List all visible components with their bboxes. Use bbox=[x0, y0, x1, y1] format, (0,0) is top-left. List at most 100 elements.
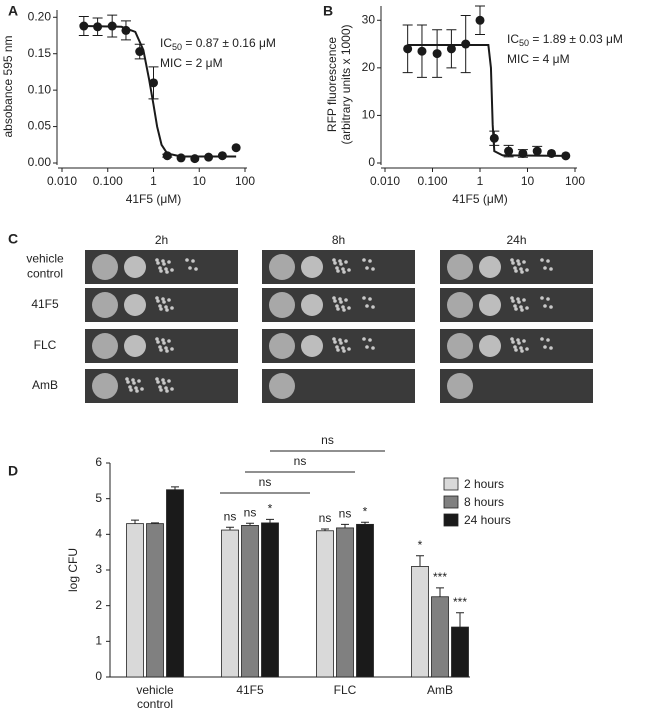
colony bbox=[338, 338, 342, 342]
colony bbox=[347, 268, 351, 272]
point bbox=[135, 47, 145, 57]
colony bbox=[338, 259, 342, 263]
colony-spot bbox=[124, 256, 146, 278]
colony bbox=[164, 386, 168, 390]
colony bbox=[342, 349, 346, 353]
x-axis-label: 41F5 (μM) bbox=[126, 192, 182, 206]
x-tick-label: 1 bbox=[150, 174, 157, 188]
colony bbox=[170, 268, 174, 272]
error-bar bbox=[226, 526, 234, 531]
point bbox=[121, 25, 131, 35]
colony bbox=[513, 266, 517, 270]
colony-spot bbox=[479, 294, 501, 316]
colony bbox=[513, 304, 517, 308]
annotation-rest: = 0.87 ± 0.16 μM bbox=[182, 36, 276, 50]
colony bbox=[516, 297, 520, 301]
y-axis-label: log CFU bbox=[66, 548, 80, 592]
annotation-text: IC bbox=[160, 36, 172, 50]
colony bbox=[156, 380, 160, 384]
x-tick-label: 0.100 bbox=[93, 174, 123, 188]
point bbox=[403, 44, 413, 54]
colony bbox=[156, 340, 160, 344]
colony bbox=[132, 381, 136, 385]
colony bbox=[362, 258, 366, 262]
annotation-text: MIC = 4 μM bbox=[507, 52, 570, 66]
colony bbox=[159, 348, 163, 352]
colony bbox=[520, 270, 524, 274]
colony bbox=[516, 259, 520, 263]
colony-spot bbox=[447, 333, 473, 359]
point bbox=[489, 133, 499, 143]
colony bbox=[543, 345, 547, 349]
error-bar bbox=[171, 486, 179, 490]
colony bbox=[137, 379, 141, 383]
colony bbox=[514, 348, 518, 352]
colony bbox=[546, 338, 550, 342]
annotation: MIC = 4 μM bbox=[507, 52, 570, 66]
colony bbox=[159, 388, 163, 392]
colony-spot bbox=[269, 373, 295, 399]
point bbox=[417, 46, 427, 56]
point bbox=[532, 146, 542, 156]
colony bbox=[129, 388, 133, 392]
bar bbox=[146, 523, 164, 678]
colony bbox=[140, 387, 144, 391]
x-tick-label: 0.010 bbox=[47, 174, 77, 188]
x-tick-label: 10 bbox=[193, 174, 207, 188]
y-tick-label: 6 bbox=[95, 455, 102, 469]
colony-spot bbox=[301, 294, 323, 316]
annotation-sub: 50 bbox=[519, 38, 529, 48]
colony bbox=[546, 297, 550, 301]
annotation-text: MIC = 2 μM bbox=[160, 56, 223, 70]
colony bbox=[170, 347, 174, 351]
row-label: control bbox=[27, 267, 63, 281]
colony bbox=[135, 389, 139, 393]
colony bbox=[128, 385, 132, 389]
bar bbox=[431, 596, 449, 678]
y-axis-label: absobance 595 nm bbox=[1, 35, 15, 137]
legend-swatch bbox=[443, 513, 459, 527]
colony bbox=[368, 338, 372, 342]
colony bbox=[165, 349, 169, 353]
colony bbox=[188, 266, 192, 270]
colony bbox=[517, 262, 521, 266]
colony bbox=[159, 307, 163, 311]
colony bbox=[156, 299, 160, 303]
point bbox=[190, 154, 200, 164]
column-header: 8h bbox=[332, 233, 345, 247]
colony bbox=[125, 377, 129, 381]
colony bbox=[525, 268, 529, 272]
point bbox=[79, 21, 89, 31]
colony bbox=[522, 260, 526, 264]
colony bbox=[344, 339, 348, 343]
colony-spot bbox=[124, 294, 146, 316]
significance: * bbox=[363, 504, 368, 518]
x-tick-label: 0.010 bbox=[370, 174, 400, 188]
colony-spot bbox=[269, 333, 295, 359]
colony bbox=[540, 296, 544, 300]
error-bar bbox=[436, 587, 444, 597]
significance: ns bbox=[319, 511, 332, 525]
panel-letter: C bbox=[8, 231, 18, 247]
colony bbox=[162, 341, 166, 345]
colony bbox=[514, 307, 518, 311]
colony bbox=[516, 338, 520, 342]
point bbox=[446, 44, 456, 54]
colony bbox=[339, 262, 343, 266]
significance: *** bbox=[453, 595, 467, 609]
colony bbox=[510, 337, 514, 341]
point bbox=[231, 143, 241, 153]
colony bbox=[522, 298, 526, 302]
colony bbox=[194, 267, 198, 271]
y-tick-label: 4 bbox=[95, 527, 102, 541]
colony-spot bbox=[92, 333, 118, 359]
error-bar bbox=[416, 555, 424, 567]
legend-label: 8 hours bbox=[464, 495, 504, 509]
colony bbox=[549, 267, 553, 271]
colony bbox=[339, 341, 343, 345]
colony bbox=[158, 266, 162, 270]
colony bbox=[365, 304, 369, 308]
colony bbox=[126, 380, 130, 384]
colony bbox=[155, 296, 159, 300]
